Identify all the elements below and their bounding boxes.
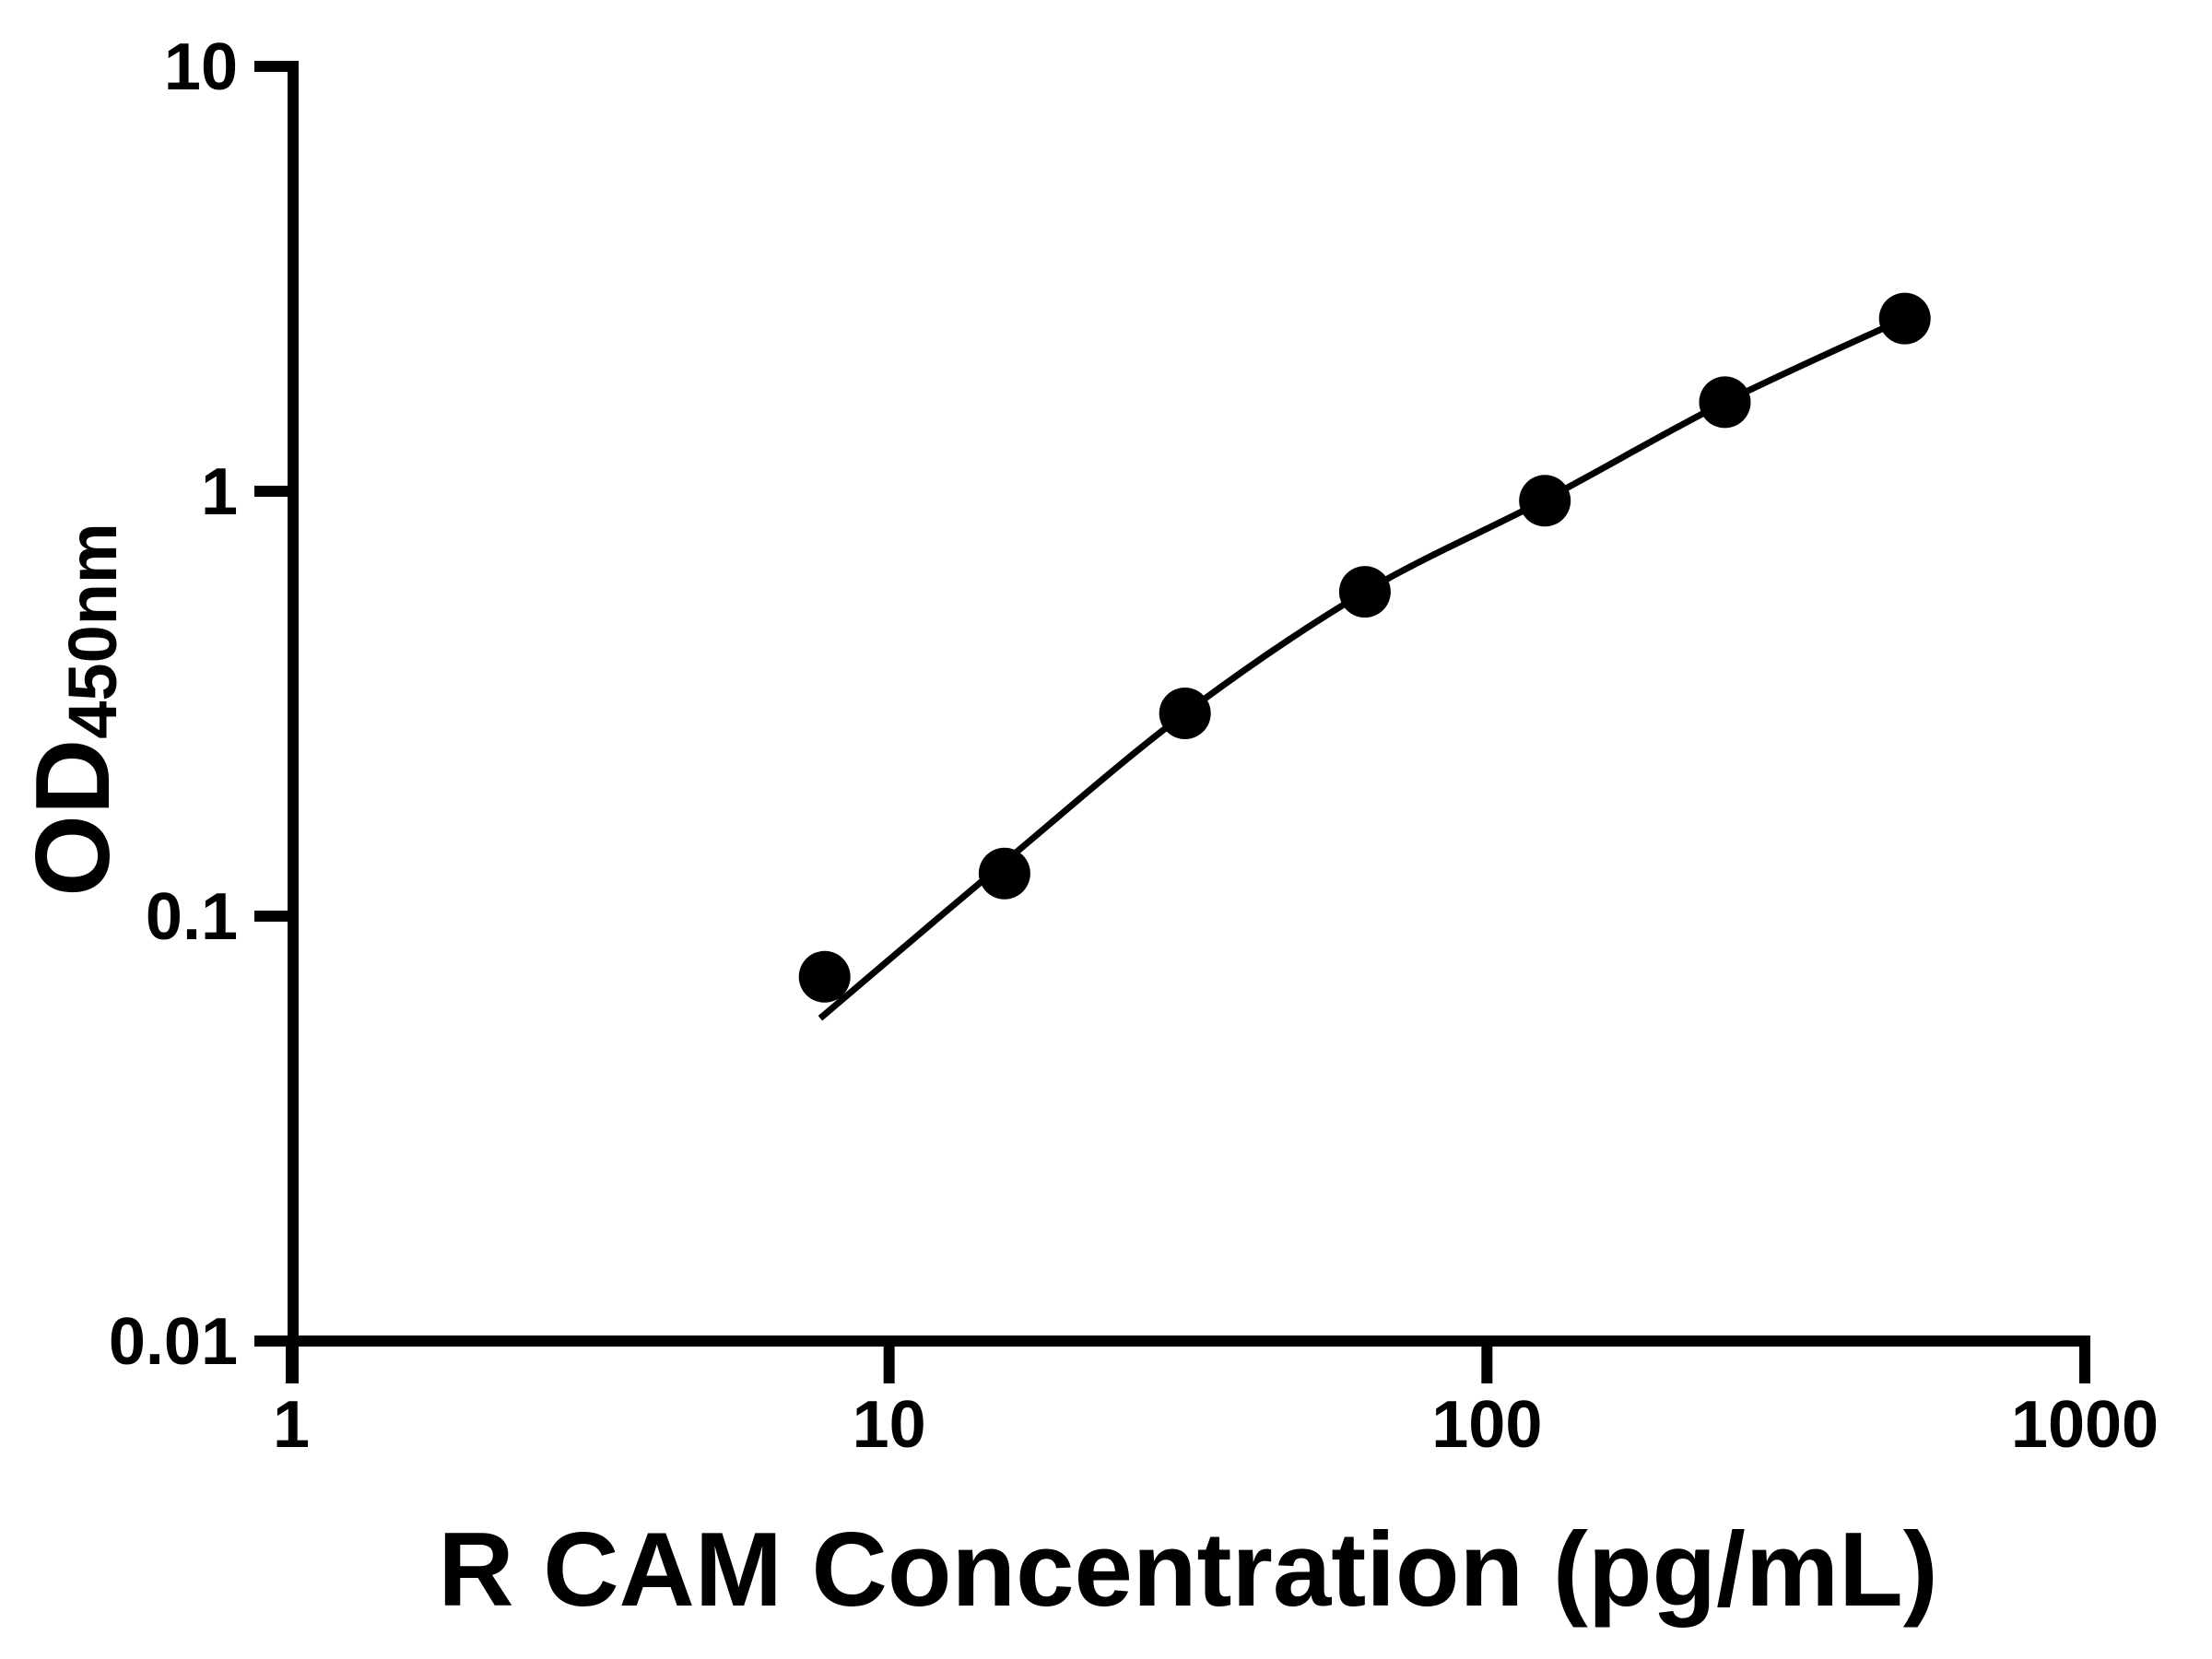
tick-layer — [254, 61, 2091, 1383]
data-point — [1699, 376, 1751, 429]
data-point — [1519, 475, 1571, 527]
tick-label-layer: 10 1 0.1 0.01 1 10 100 1000 — [109, 30, 2159, 1462]
y-tick-label: 0.01 — [109, 1305, 238, 1379]
y-tick-label: 0.1 — [146, 880, 238, 954]
y-axis-title: OD450nm — [15, 523, 132, 896]
x-tick-label: 1000 — [2011, 1388, 2159, 1462]
x-axis-title: R CAM Concentration (pg/mL) — [438, 1512, 1938, 1629]
data-point — [978, 847, 1030, 900]
data-point — [798, 950, 851, 1003]
x-tick-label: 1 — [273, 1388, 310, 1462]
data-point — [1159, 688, 1211, 739]
axes-layer — [288, 61, 2090, 1383]
y-axis-title-main: OD — [15, 739, 132, 897]
y-tick-label: 1 — [201, 455, 238, 529]
data-point — [1338, 566, 1391, 618]
x-tick-label: 100 — [1431, 1388, 1542, 1462]
point-layer — [798, 292, 1931, 1003]
x-tick-label: 10 — [853, 1388, 926, 1462]
y-axis-title-subscript: 450nm — [54, 523, 131, 738]
data-point — [1878, 292, 1931, 345]
y-tick-label: 10 — [164, 30, 238, 104]
